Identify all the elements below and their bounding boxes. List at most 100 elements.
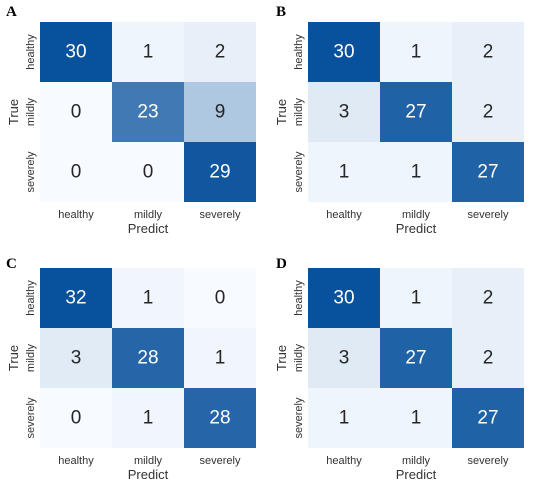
cell-value: 1 [143, 288, 154, 309]
x-axis-label: Predict [396, 467, 437, 482]
heatmap-cell [308, 388, 380, 448]
y-axis-label: True [6, 345, 21, 371]
heatmap-cell [452, 22, 524, 82]
cell-value: 2 [483, 288, 494, 309]
cell-value: 27 [405, 348, 426, 369]
y-tick-label: mildly [293, 343, 305, 372]
cell-value: 0 [71, 408, 82, 429]
heatmap-cell [112, 142, 184, 202]
heatmap-cell [184, 82, 256, 142]
heatmap-cell [112, 388, 184, 448]
heatmap-cell [380, 328, 452, 388]
panel-letter: D [276, 256, 287, 272]
y-axis-label: True [274, 99, 289, 125]
heatmap-cell [40, 328, 112, 388]
heatmap-cell [308, 142, 380, 202]
heatmap-cell [40, 22, 112, 82]
cell-value: 2 [483, 348, 494, 369]
x-axis-label: Predict [396, 221, 437, 236]
x-axis-label: Predict [128, 221, 169, 236]
cell-value: 28 [209, 408, 230, 429]
cell-value: 0 [215, 288, 226, 309]
panel-b: B 30 1 2 3 27 2 1 1 27 healthy mildly severely health… [274, 4, 524, 236]
heatmap-cell [308, 268, 380, 328]
cell-value: 1 [411, 162, 422, 183]
cell-value: 0 [71, 162, 82, 183]
cell-value: 2 [483, 102, 494, 123]
y-tick-label: healthy [293, 34, 305, 70]
cell-value: 2 [483, 42, 494, 63]
y-axis-label: True [274, 345, 289, 371]
cell-value: 1 [339, 162, 350, 183]
x-tick-label: severely [200, 455, 241, 467]
x-tick-label: severely [468, 209, 509, 221]
cell-value: 3 [71, 348, 82, 369]
x-tick-label: mildly [402, 455, 431, 467]
heatmap-cell [112, 22, 184, 82]
cell-value: 1 [143, 42, 154, 63]
cell-value: 9 [215, 102, 226, 123]
cell-value: 1 [339, 408, 350, 429]
cell-value: 32 [65, 288, 86, 309]
heatmap-cell [308, 328, 380, 388]
heatmap-cell [452, 82, 524, 142]
cell-value: 1 [215, 348, 226, 369]
heatmap-cell [40, 142, 112, 202]
heatmap-cell [452, 388, 524, 448]
heatmap-cell [40, 268, 112, 328]
panel-letter: B [276, 4, 286, 20]
heatmap-cell [380, 268, 452, 328]
x-tick-label: healthy [58, 455, 94, 467]
cell-value: 30 [333, 42, 354, 63]
heatmap-cell [452, 268, 524, 328]
cell-value: 29 [209, 162, 230, 183]
heatmap-cell [452, 328, 524, 388]
y-tick-label: mildly [25, 97, 37, 126]
x-axis-label: Predict [128, 467, 169, 482]
cell-value: 0 [143, 162, 154, 183]
heatmap-cell [380, 82, 452, 142]
heatmap-cell [40, 82, 112, 142]
cell-value: 27 [477, 408, 498, 429]
cell-value: 27 [477, 162, 498, 183]
y-tick-label: healthy [25, 34, 37, 70]
heatmap-cell [112, 268, 184, 328]
y-tick-label: severely [293, 397, 305, 438]
cell-value: 1 [411, 42, 422, 63]
y-tick-label: healthy [293, 280, 305, 316]
y-tick-label: severely [25, 397, 37, 438]
heatmap-cell [184, 142, 256, 202]
cell-value: 27 [405, 102, 426, 123]
panel-letter: A [6, 4, 17, 20]
y-tick-label: mildly [25, 343, 37, 372]
x-tick-label: severely [200, 209, 241, 221]
heatmap-cell [112, 328, 184, 388]
cell-value: 1 [411, 288, 422, 309]
heatmap-cell [184, 22, 256, 82]
y-tick-label: healthy [25, 280, 37, 316]
heatmap-cell [184, 268, 256, 328]
y-tick-label: severely [293, 151, 305, 192]
x-tick-label: healthy [58, 209, 94, 221]
panel-a: A 30 1 2 0 23 9 0 0 29 healthy mildly severely health… [6, 4, 256, 236]
panel-letter: C [6, 256, 17, 272]
heatmap-cell [308, 22, 380, 82]
x-tick-label: severely [468, 455, 509, 467]
panel-d: D 30 1 2 3 27 2 1 1 27 healthy mildly severely health… [274, 256, 524, 482]
panel-c: C 32 1 0 3 28 1 0 1 28 healthy mildly severely health… [6, 256, 256, 482]
cell-value: 1 [411, 408, 422, 429]
heatmap-cell [380, 388, 452, 448]
cell-value: 2 [215, 42, 226, 63]
x-tick-label: healthy [326, 455, 362, 467]
heatmap-cell [380, 22, 452, 82]
heatmap-cell [112, 82, 184, 142]
heatmap-cell [40, 388, 112, 448]
cell-value: 23 [137, 102, 158, 123]
cell-value: 30 [333, 288, 354, 309]
cell-value: 1 [143, 408, 154, 429]
cell-value: 3 [339, 102, 350, 123]
cell-value: 3 [339, 348, 350, 369]
cell-value: 30 [65, 42, 86, 63]
x-tick-label: mildly [134, 209, 163, 221]
